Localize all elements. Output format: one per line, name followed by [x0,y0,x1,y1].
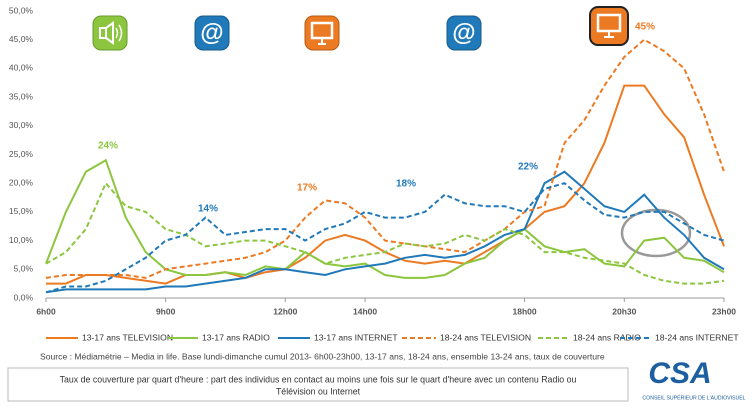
source: Source : Médiamétrie – Media in life. Ba… [40,351,605,361]
tv-icon [304,15,340,51]
series-line [45,158,725,279]
internet-icon: @ [446,15,482,51]
y-tick-label: 10,0% [9,235,34,245]
annotation: 17% [297,183,317,194]
highlight-circle [620,208,692,258]
y-tick-label: 0,0% [14,292,34,302]
series-line [45,170,725,294]
caption: Taux de couverture par quart d'heure : p… [60,374,577,384]
svg-text:@: @ [452,19,475,46]
y-tick-label: 5,0% [14,264,34,274]
y-tick-label: 50,0% [9,5,34,15]
legend-label: 13-17 ans TELEVISION [82,332,173,342]
series-line [45,38,725,279]
y-tick-label: 40,0% [9,63,34,73]
x-tick-label: 18h00 [513,306,537,316]
logo-subtitle: CONSEIL SUPÉRIEUR DE L'AUDIOVISUEL [642,394,745,401]
x-tick-label: 14h00 [353,306,377,316]
y-tick-label: 15,0% [9,206,34,216]
x-tick-label: 20h30 [612,306,636,316]
legend-label: 18-24 ans TELEVISION [440,332,531,342]
x-tick-label: 12h00 [273,306,297,316]
legend-label: 18-24 ans RADIO [573,332,641,342]
caption-box [7,367,629,402]
legend-label: 18-24 ans INTERNET [655,332,739,342]
radio-icon [92,15,128,51]
y-tick-label: 30,0% [9,120,34,130]
caption: Télévision ou Internet [276,386,361,396]
annotation: 18% [396,179,416,190]
y-tick-label: 25,0% [9,149,34,159]
x-tick-label: 9h00 [156,306,176,316]
annotation: 45% [635,22,655,33]
annotation: 22% [518,162,538,173]
logo: CSA [648,357,711,390]
legend-label: 13-17 ans RADIO [202,332,270,342]
annotation: 24% [98,141,118,152]
series-line [45,182,725,294]
y-tick-label: 45,0% [9,34,34,44]
annotation: 14% [198,204,218,215]
x-tick-label: 23h00 [712,306,736,316]
tv-icon [589,6,629,46]
y-tick-label: 20,0% [9,177,34,187]
y-tick-label: 35,0% [9,91,34,101]
series-line [45,181,725,285]
x-tick-label: 6h00 [36,306,56,316]
legend-label: 13-17 ans INTERNET [314,332,398,342]
internet-icon: @ [194,15,230,51]
svg-text:@: @ [200,19,223,46]
